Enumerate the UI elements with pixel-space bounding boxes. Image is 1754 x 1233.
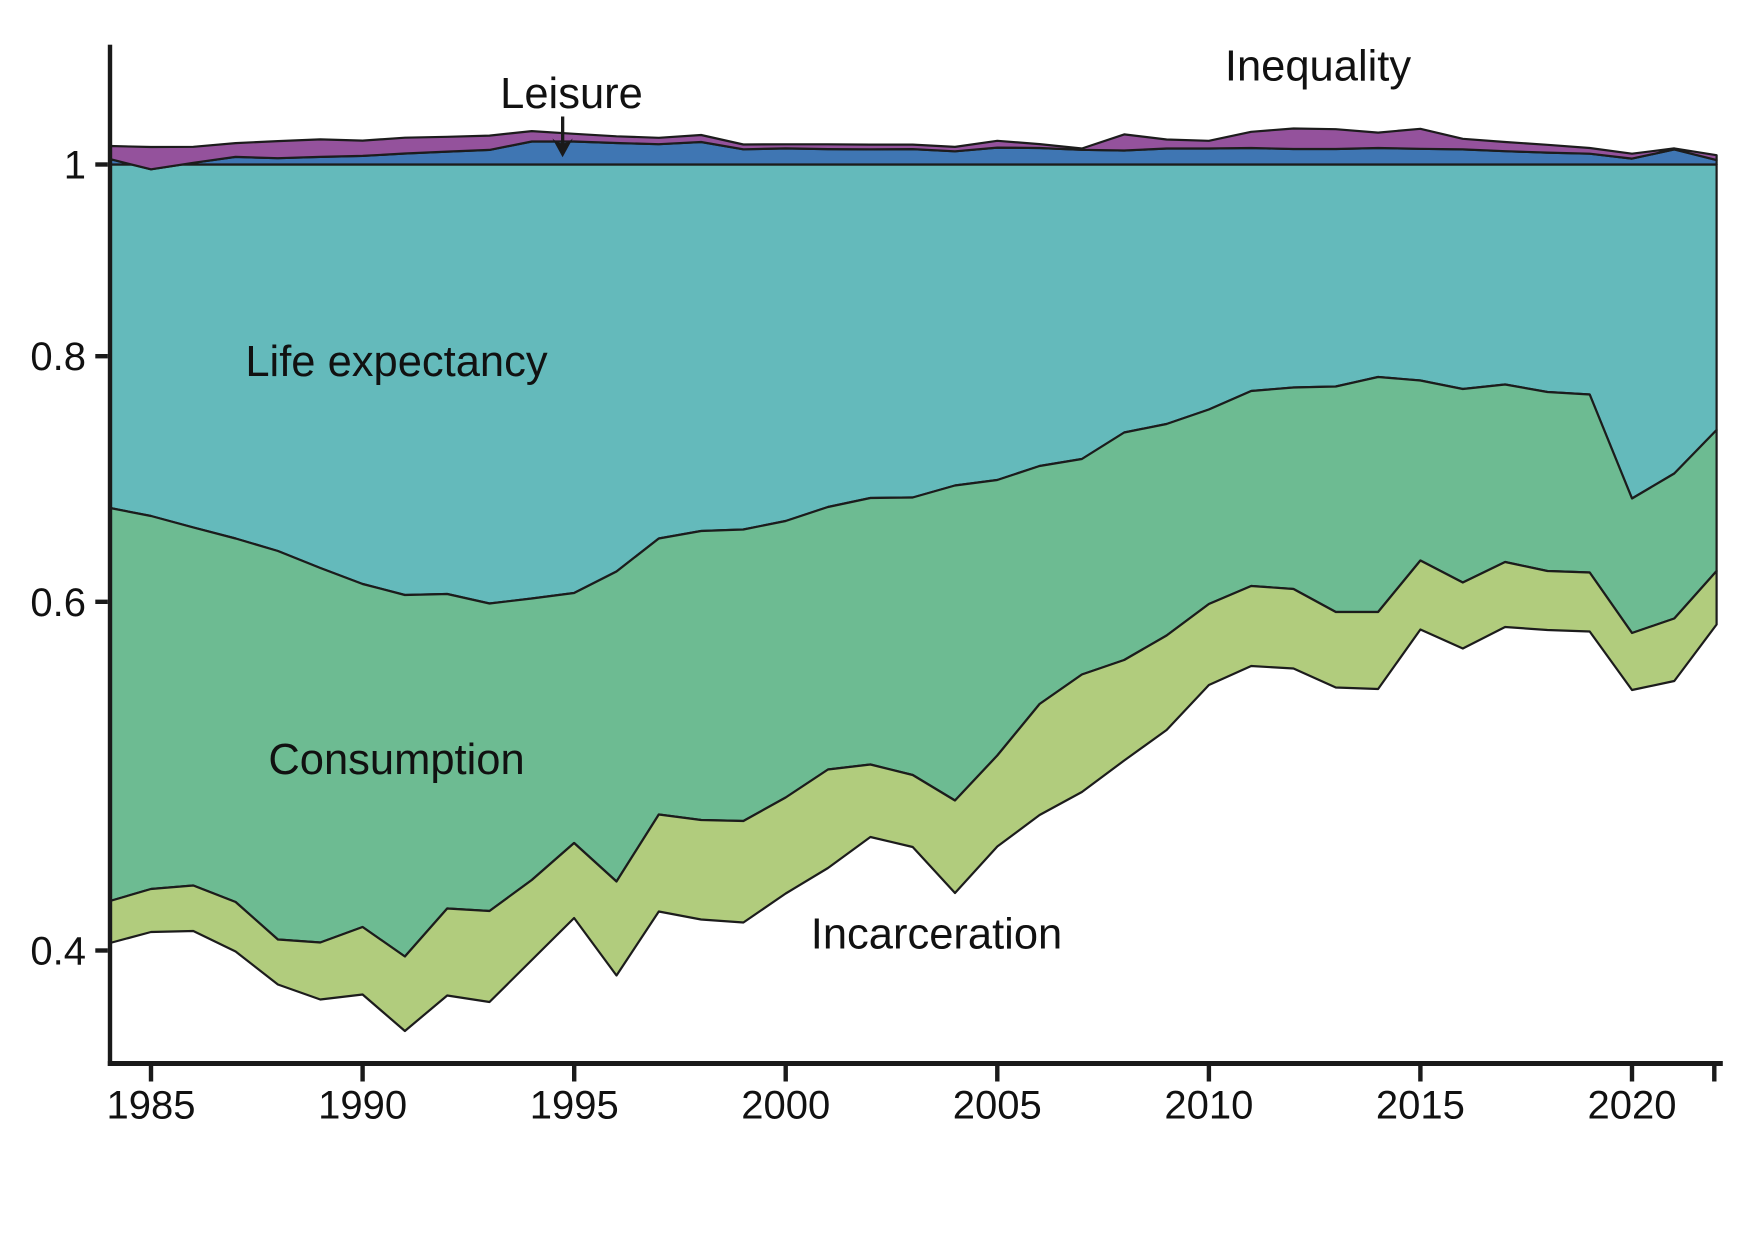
svg-text:1990: 1990 — [318, 1084, 407, 1128]
svg-text:Inequality: Inequality — [1225, 43, 1411, 91]
svg-text:1995: 1995 — [530, 1084, 619, 1128]
svg-text:0.6: 0.6 — [30, 581, 86, 625]
svg-text:1: 1 — [64, 144, 86, 188]
svg-text:0.4: 0.4 — [30, 930, 86, 974]
svg-text:2000: 2000 — [741, 1084, 830, 1128]
svg-text:2020: 2020 — [1588, 1084, 1677, 1128]
svg-text:Consumption: Consumption — [268, 736, 524, 784]
svg-text:Leisure: Leisure — [500, 70, 643, 118]
svg-text:Life expectancy: Life expectancy — [245, 338, 548, 386]
svg-text:2005: 2005 — [953, 1084, 1042, 1128]
svg-text:Incarceration: Incarceration — [811, 911, 1062, 959]
svg-text:2010: 2010 — [1164, 1084, 1253, 1128]
svg-text:1985: 1985 — [107, 1084, 196, 1128]
svg-text:0.8: 0.8 — [30, 335, 86, 379]
svg-text:2015: 2015 — [1376, 1084, 1465, 1128]
